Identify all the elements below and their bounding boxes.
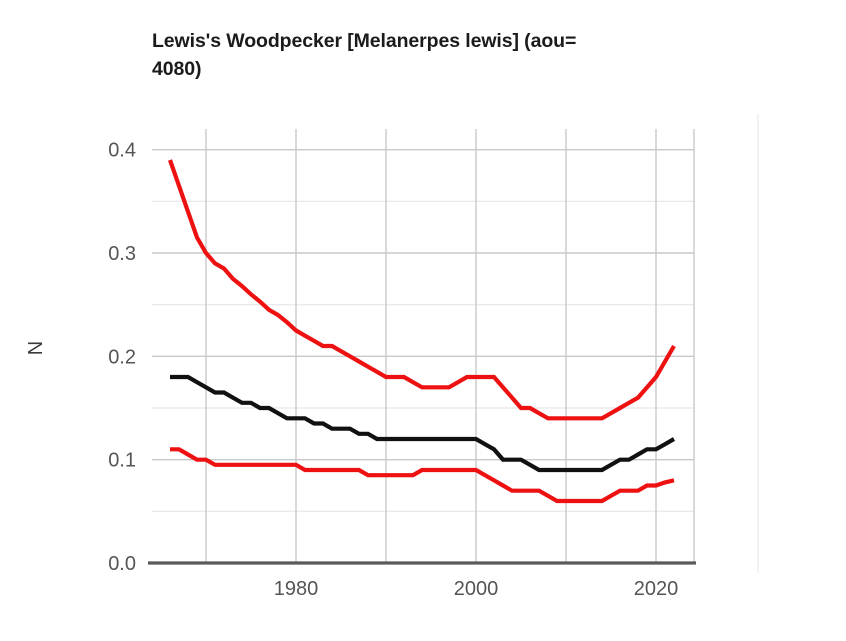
y-tick-labels: 0.0 0.1 0.2 0.3 0.4 [108,140,136,575]
y-tick-label: 0.3 [108,243,136,265]
y-tick-label: 0.1 [108,450,136,472]
y-axis-label: N [25,341,47,355]
vertical-gridlines [205,129,695,563]
major-horizontal-gridlines [152,148,694,461]
x-tick-label: 2020 [634,578,679,600]
y-tick-label: 0.4 [108,140,136,162]
x-tick-label: 1980 [274,578,319,600]
chart-title: Lewis's Woodpecker [Melanerpes lewis] (a… [152,30,577,80]
series-line-upper-bound [168,159,676,421]
x-tick-labels: 1980 2000 2020 [274,578,679,600]
y-tick-label: 0.2 [108,346,136,368]
x-tick-label: 2000 [454,578,499,600]
series-line-lower-bound [170,447,675,504]
y-tick-label: 0.0 [108,553,136,575]
series-line-estimate [170,374,676,473]
minor-horizontal-gridlines [152,200,694,512]
y-axis-label-text: N [25,341,47,355]
data-series-group [168,159,676,504]
